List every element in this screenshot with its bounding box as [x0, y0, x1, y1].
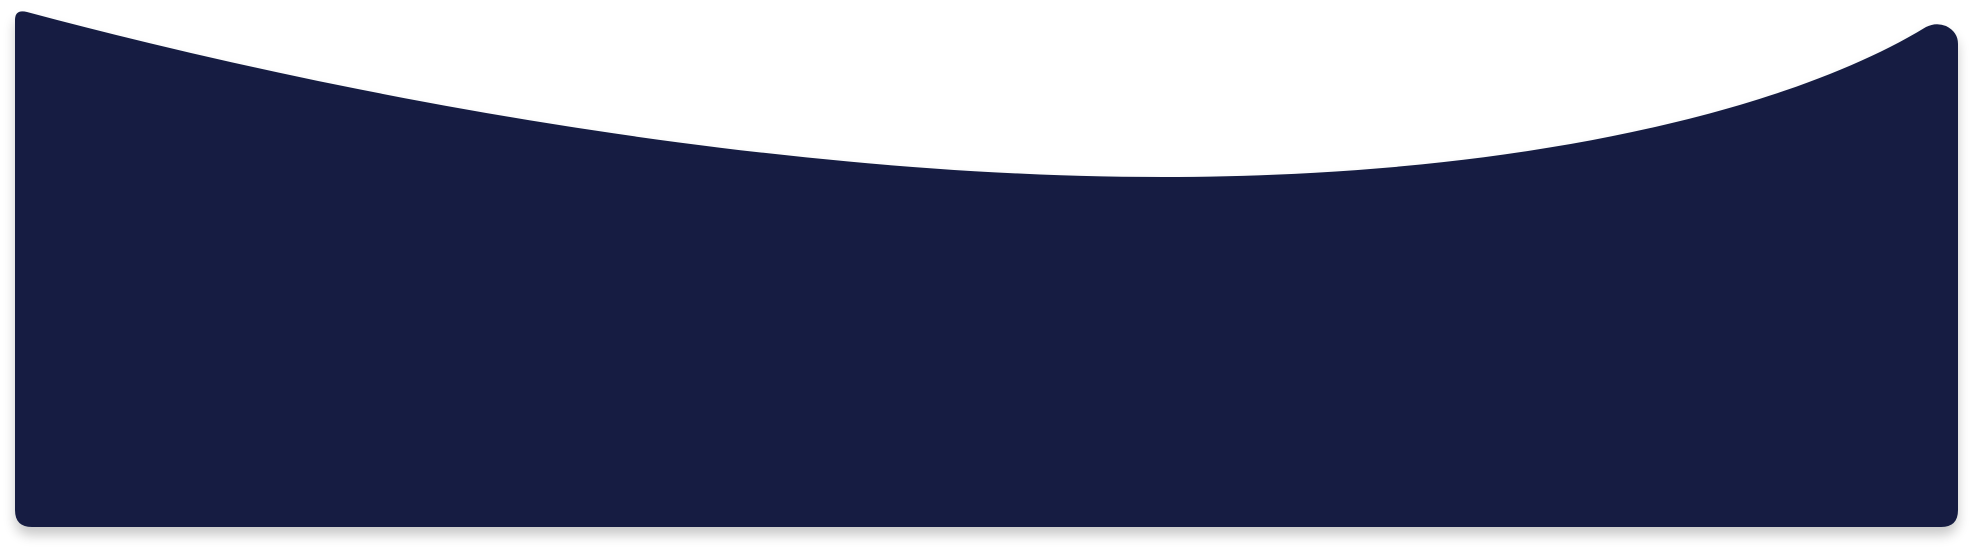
- curved-banner-shape: [15, 11, 1958, 528]
